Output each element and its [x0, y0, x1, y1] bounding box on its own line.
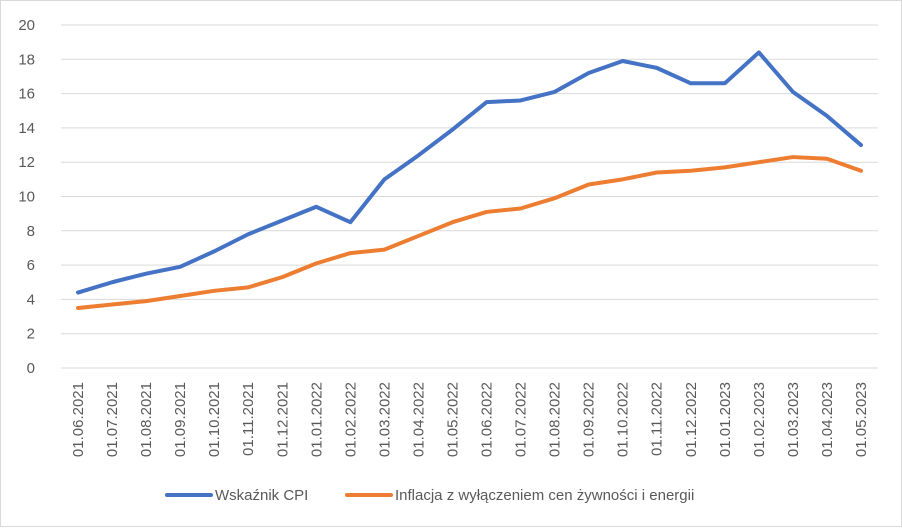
data-point — [723, 81, 727, 85]
x-tick-label: 01.11.2022 — [649, 382, 666, 456]
x-tick-label: 01.11.2021 — [240, 382, 257, 456]
data-point — [246, 232, 250, 236]
x-tick-label: 01.12.2021 — [274, 382, 291, 457]
y-tick-label: 18 — [18, 51, 35, 68]
data-point — [314, 205, 318, 209]
x-tick-label: 01.10.2021 — [206, 382, 223, 457]
data-point — [416, 153, 420, 157]
x-axis: 01.06.2021 01.07.2021 01.08.2021 01.09.2021… — [70, 382, 870, 457]
data-point — [348, 251, 352, 255]
data-point — [757, 160, 761, 164]
x-tick-label: 01.06.2021 — [70, 382, 87, 457]
data-point — [757, 50, 761, 54]
legend-label-1: Inflacja z wyłączeniem cen żywności i en… — [395, 487, 694, 504]
y-tick-label: 0 — [27, 360, 35, 377]
data-point — [212, 289, 216, 293]
data-point — [178, 265, 182, 269]
x-tick-label: 01.10.2022 — [615, 382, 632, 457]
series-line-0 — [76, 50, 863, 295]
data-point — [655, 170, 659, 174]
data-point — [519, 98, 523, 102]
data-point — [553, 196, 557, 200]
data-point — [450, 128, 454, 132]
data-point — [791, 155, 795, 159]
data-point — [382, 177, 386, 181]
gridlines — [61, 24, 878, 369]
x-tick-label: 01.09.2022 — [581, 382, 598, 457]
x-tick-label: 01.05.2023 — [853, 382, 870, 457]
data-point — [314, 261, 318, 265]
data-point — [110, 303, 114, 307]
data-point — [280, 219, 284, 223]
x-tick-label: 01.04.2022 — [410, 382, 427, 457]
data-point — [825, 114, 829, 118]
data-point — [450, 220, 454, 224]
x-tick-label: 01.01.2022 — [308, 382, 325, 457]
x-tick-label: 01.03.2022 — [376, 382, 393, 457]
x-tick-label: 01.01.2023 — [717, 382, 734, 457]
data-point — [723, 165, 727, 169]
series-lines — [76, 50, 863, 310]
data-point — [519, 207, 523, 211]
data-point — [76, 306, 80, 310]
y-tick-label: 6 — [27, 257, 35, 274]
data-point — [621, 177, 625, 181]
x-tick-label: 01.07.2022 — [513, 382, 530, 457]
y-tick-label: 20 — [18, 17, 35, 34]
x-tick-label: 01.12.2022 — [683, 382, 700, 457]
series-line-1 — [76, 155, 863, 310]
data-point — [859, 169, 863, 173]
y-tick-label: 10 — [18, 189, 35, 206]
x-tick-label: 01.03.2023 — [785, 382, 802, 457]
x-tick-label: 01.02.2022 — [342, 382, 359, 457]
data-point — [212, 249, 216, 253]
data-point — [144, 272, 148, 276]
data-point — [587, 182, 591, 186]
data-point — [178, 294, 182, 298]
data-point — [76, 291, 80, 295]
y-tick-label: 4 — [27, 291, 35, 308]
y-axis: 0 2 4 6 8 10 12 14 16 18 20 — [18, 17, 35, 377]
data-point — [689, 81, 693, 85]
data-point — [587, 71, 591, 75]
x-tick-label: 01.08.2022 — [547, 382, 564, 457]
data-point — [825, 157, 829, 161]
x-tick-label: 01.05.2022 — [444, 382, 461, 457]
data-point — [382, 248, 386, 252]
x-tick-label: 01.09.2021 — [172, 382, 189, 457]
data-point — [485, 100, 489, 104]
data-point — [791, 90, 795, 94]
y-tick-label: 14 — [18, 120, 35, 137]
x-tick-label: 01.08.2021 — [138, 382, 155, 457]
data-point — [655, 66, 659, 70]
data-point — [485, 210, 489, 214]
data-point — [110, 280, 114, 284]
x-tick-label: 01.02.2023 — [751, 382, 768, 457]
data-point — [859, 143, 863, 147]
x-tick-label: 01.06.2022 — [479, 382, 496, 457]
legend-label-0: Wskaźnik CPI — [215, 487, 308, 504]
data-point — [689, 169, 693, 173]
x-tick-label: 01.07.2021 — [104, 382, 121, 457]
legend: Wskaźnik CPI Inflacja z wyłączeniem cen ż… — [165, 487, 694, 504]
y-tick-label: 12 — [18, 154, 35, 171]
data-point — [348, 220, 352, 224]
y-tick-label: 2 — [27, 326, 35, 343]
y-tick-label: 8 — [27, 223, 35, 240]
data-point — [246, 285, 250, 289]
data-point — [553, 90, 557, 94]
data-point — [144, 299, 148, 303]
data-point — [280, 275, 284, 279]
x-tick-label: 01.04.2023 — [819, 382, 836, 457]
data-point — [621, 59, 625, 63]
y-tick-label: 16 — [18, 86, 35, 103]
data-point — [416, 234, 420, 238]
